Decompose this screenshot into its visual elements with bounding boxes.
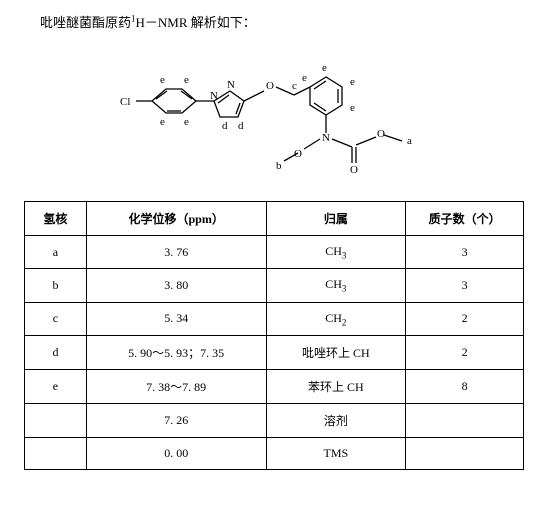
lbl-e6: e xyxy=(350,76,355,88)
table-row: 0. 00TMS xyxy=(25,438,524,470)
col-nucleus: 氢核 xyxy=(25,202,87,236)
cell-assign: 溶剂 xyxy=(266,404,406,438)
label-o4: O xyxy=(350,164,358,176)
table-row: 7. 26溶剂 xyxy=(25,404,524,438)
lbl-a: a xyxy=(407,135,412,147)
label-n2: N xyxy=(227,79,235,91)
cell-nucleus: d xyxy=(25,336,87,370)
lbl-b: b xyxy=(276,160,282,172)
cell-shift: 0. 00 xyxy=(86,438,266,470)
cell-shift: 5. 90～5. 93；7. 35 xyxy=(86,336,266,370)
label-n3: N xyxy=(322,132,330,144)
title-suffix: 解析如下： xyxy=(188,15,256,30)
lbl-e8: e xyxy=(302,72,307,84)
table-row: d5. 90～5. 93；7. 35吡唑环上 CH2 xyxy=(25,336,524,370)
cell-protons: 3 xyxy=(406,236,524,269)
cell-protons: 8 xyxy=(406,370,524,404)
nmr-table: 氢核 化学位移（ppm） 归属 质子数（个） a3. 76CH33b3. 80C… xyxy=(24,201,524,470)
lbl-d2: d xyxy=(238,120,244,132)
title-prefix: 吡唑醚菌酯原药 xyxy=(40,15,131,30)
label-cl: Cl xyxy=(120,96,130,108)
cell-shift: 7. 38～7. 89 xyxy=(86,370,266,404)
cell-shift: 5. 34 xyxy=(86,302,266,335)
col-assign: 归属 xyxy=(266,202,406,236)
cell-protons: 3 xyxy=(406,269,524,302)
cell-shift: 3. 76 xyxy=(86,236,266,269)
table-row: a3. 76CH33 xyxy=(25,236,524,269)
label-o1: O xyxy=(266,80,274,92)
cell-assign: CH2 xyxy=(266,302,406,335)
label-n1: N xyxy=(210,90,218,102)
lbl-e3: e xyxy=(160,116,165,128)
lbl-c: c xyxy=(292,80,297,92)
cell-nucleus: b xyxy=(25,269,87,302)
col-protons: 质子数（个） xyxy=(406,202,524,236)
cell-assign: CH3 xyxy=(266,269,406,302)
cell-nucleus: a xyxy=(25,236,87,269)
lbl-e5: e xyxy=(322,62,327,74)
title-nmr: H－NMR xyxy=(136,15,188,30)
table-header-row: 氢核 化学位移（ppm） 归属 质子数（个） xyxy=(25,202,524,236)
lbl-d1: d xyxy=(222,120,228,132)
lbl-e7: e xyxy=(350,102,355,114)
cell-nucleus xyxy=(25,404,87,438)
cell-nucleus: e xyxy=(25,370,87,404)
table-row: c5. 34CH22 xyxy=(25,302,524,335)
table-row: b3. 80CH33 xyxy=(25,269,524,302)
label-o3: O xyxy=(377,128,385,140)
cell-protons xyxy=(406,438,524,470)
col-shift: 化学位移（ppm） xyxy=(86,202,266,236)
cell-shift: 3. 80 xyxy=(86,269,266,302)
cell-protons: 2 xyxy=(406,302,524,335)
cell-assign: 吡唑环上 CH xyxy=(266,336,406,370)
table-row: e7. 38～7. 89苯环上 CH8 xyxy=(25,370,524,404)
label-o2: O xyxy=(294,148,302,160)
cell-shift: 7. 26 xyxy=(86,404,266,438)
doc-title: 吡唑醚菌酯原药1H－NMR 解析如下： xyxy=(18,12,530,31)
chemical-structure: Cl N N O N O O O e e e e e e e e d d c b… xyxy=(18,41,530,185)
cell-protons: 2 xyxy=(406,336,524,370)
cell-protons xyxy=(406,404,524,438)
cell-assign: 苯环上 CH xyxy=(266,370,406,404)
cell-assign: TMS xyxy=(266,438,406,470)
lbl-e4: e xyxy=(184,116,189,128)
cell-nucleus: c xyxy=(25,302,87,335)
lbl-e1: e xyxy=(160,74,165,86)
cell-nucleus xyxy=(25,438,87,470)
cell-assign: CH3 xyxy=(266,236,406,269)
molecule-svg: Cl N N O N O O O e e e e e e e e d d c b… xyxy=(94,41,454,181)
lbl-e2: e xyxy=(184,74,189,86)
